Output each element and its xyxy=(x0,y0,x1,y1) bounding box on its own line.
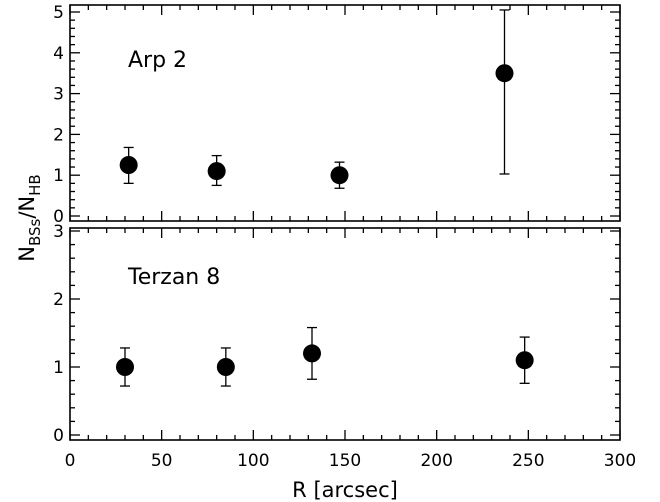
data-point xyxy=(495,64,514,83)
x-tick-label: 0 xyxy=(65,451,76,471)
y-axis-title-n2: N xyxy=(15,196,39,212)
data-point xyxy=(207,162,226,181)
y-tick-label: 0 xyxy=(53,426,64,446)
panel-bottom-ticks: 0 1 2 3 xyxy=(53,222,621,446)
panel-frame-top xyxy=(69,4,621,222)
y-axis-title-n1: N xyxy=(15,246,39,262)
y-tick-label: 1 xyxy=(53,166,64,186)
panel-frame-bottom xyxy=(69,227,621,441)
y-tick-label: 3 xyxy=(53,222,64,242)
x-tick-labels: 0 50 100 150 200 250 300 xyxy=(65,451,637,471)
y-tick-label: 1 xyxy=(53,358,64,378)
x-tick-label: 100 xyxy=(237,451,269,471)
x-tick-label: 250 xyxy=(512,451,544,471)
y-tick-label: 3 xyxy=(53,85,64,105)
x-tick-label: 200 xyxy=(420,451,452,471)
x-tick-label: 150 xyxy=(329,451,361,471)
y-axis-title-sub1: BSs xyxy=(26,218,44,246)
y-tick-label: 5 xyxy=(53,3,64,23)
data-point xyxy=(330,166,349,185)
data-point xyxy=(116,358,134,376)
y-tick-label: 2 xyxy=(53,125,64,145)
data-point xyxy=(515,351,534,370)
y-axis-title-sub2: HB xyxy=(26,174,44,196)
data-point xyxy=(216,358,235,376)
y-axis-title-slash: / xyxy=(15,211,39,219)
x-tick-label: 50 xyxy=(151,451,173,471)
data-point xyxy=(119,156,138,174)
panel-top-points xyxy=(119,9,514,189)
panel-label-terzan-8: Terzan 8 xyxy=(127,265,220,290)
data-point xyxy=(303,344,321,363)
y-tick-label: 2 xyxy=(53,290,64,310)
x-tick-label: 300 xyxy=(604,451,636,471)
y-tick-label: 4 xyxy=(53,44,64,64)
y-tick-label: 0 xyxy=(53,207,64,227)
x-axis-title: R [arcsec] xyxy=(292,478,398,502)
y-axis-title: NBSs/NHB xyxy=(15,174,44,261)
panel-bottom-points xyxy=(116,326,534,387)
panel-arp-2: 0 1 2 3 4 5 Arp 2 xyxy=(53,3,621,227)
panel-top-ticks: 0 1 2 3 4 5 xyxy=(53,3,621,227)
panel-terzan-8: 0 1 2 3 Terzan 8 xyxy=(53,222,621,446)
panel-label-arp-2: Arp 2 xyxy=(128,48,187,73)
